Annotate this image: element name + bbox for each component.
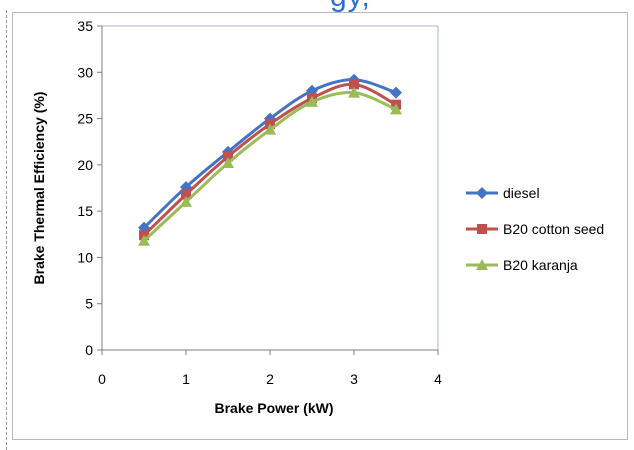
data-point-b20-karanja <box>306 95 318 107</box>
x-tick-label: 2 <box>266 371 274 387</box>
y-ticks: 0 5 10 15 20 25 30 35 <box>77 18 102 358</box>
legend-item-diesel: diesel <box>466 185 540 201</box>
data-point-b20-cotton-seed <box>349 79 359 90</box>
chart-area <box>12 12 628 440</box>
y-axis-title: Brake Thermal Efficiency (%) <box>31 92 47 285</box>
series-layer <box>138 73 402 246</box>
data-point-b20-karanja <box>180 195 192 207</box>
legend-label: B20 cotton seed <box>503 221 604 237</box>
legend-item-b20-karanja: B20 karanja <box>466 257 578 273</box>
data-point-b20-karanja <box>390 103 402 115</box>
x-tick-label: 4 <box>434 371 442 387</box>
y-tick-label: 10 <box>77 249 93 265</box>
y-tick-label: 15 <box>77 203 93 219</box>
legend-label: diesel <box>503 185 540 201</box>
plot-area-border <box>101 25 439 351</box>
x-tick-label: 1 <box>182 371 190 387</box>
series-b20-cotton-seed <box>139 79 401 241</box>
axes <box>101 26 438 351</box>
x-axis-title: Brake Power (kW) <box>214 400 333 416</box>
data-point-b20-cotton-seed <box>181 189 191 200</box>
y-tick-label: 20 <box>77 157 93 173</box>
data-point-b20-karanja <box>348 86 360 98</box>
y-tick-label: 5 <box>85 296 93 312</box>
data-point-b20-karanja <box>138 234 150 246</box>
cut-off-header-text: gy, <box>330 0 371 14</box>
series-line-b20-cotton-seed <box>142 82 397 237</box>
legend: diesel B20 cotton seed B20 karanja <box>466 185 604 273</box>
legend-swatch-marker <box>476 187 488 199</box>
data-point-b20-karanja <box>264 123 276 135</box>
data-point-diesel <box>390 86 402 99</box>
x-tick-label: 0 <box>98 371 106 387</box>
top-frame-strip: gy, <box>0 0 634 14</box>
data-point-b20-cotton-seed <box>223 151 233 162</box>
legend-label: B20 karanja <box>503 257 578 273</box>
legend-swatch-marker <box>477 224 487 234</box>
x-ticks: 0 1 2 3 4 <box>98 350 442 387</box>
legend-swatch-marker <box>476 259 488 270</box>
left-dashed-frame-line <box>6 10 7 450</box>
legend-item-b20-cotton-seed: B20 cotton seed <box>466 221 604 237</box>
y-tick-label: 0 <box>85 342 93 358</box>
series-b20-karanja <box>138 86 402 246</box>
y-tick-label: 35 <box>77 18 93 34</box>
data-point-b20-karanja <box>222 157 234 169</box>
y-tick-label: 30 <box>77 64 93 80</box>
x-tick-label: 3 <box>350 371 358 387</box>
y-tick-label: 25 <box>77 111 93 127</box>
